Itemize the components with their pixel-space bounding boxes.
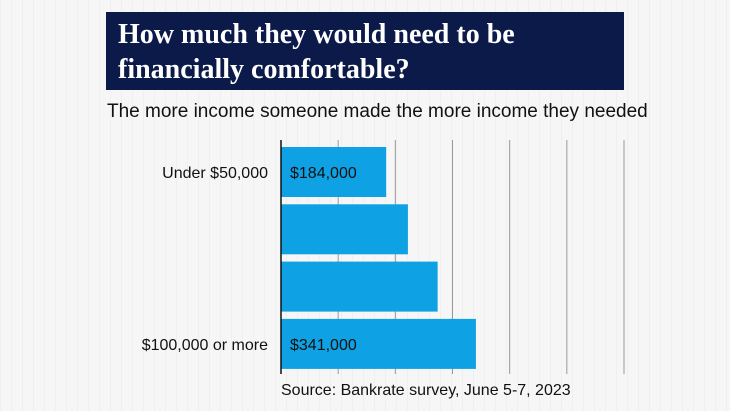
category-label: Under $50,000	[162, 165, 268, 182]
title-banner: How much they would need to be financial…	[106, 12, 624, 90]
bar	[281, 204, 408, 255]
category-label: $100,000 or more	[142, 337, 268, 354]
data-label: $184,000	[290, 165, 357, 182]
chart-title: How much they would need to be financial…	[118, 19, 515, 85]
data-label: $341,000	[290, 337, 357, 354]
bar	[281, 261, 438, 312]
bar	[281, 147, 387, 197]
bar	[281, 318, 476, 369]
source-note: Source: Bankrate survey, June 5-7, 2023	[281, 382, 571, 399]
chart-subtitle: The more income someone made the more in…	[107, 101, 648, 122]
